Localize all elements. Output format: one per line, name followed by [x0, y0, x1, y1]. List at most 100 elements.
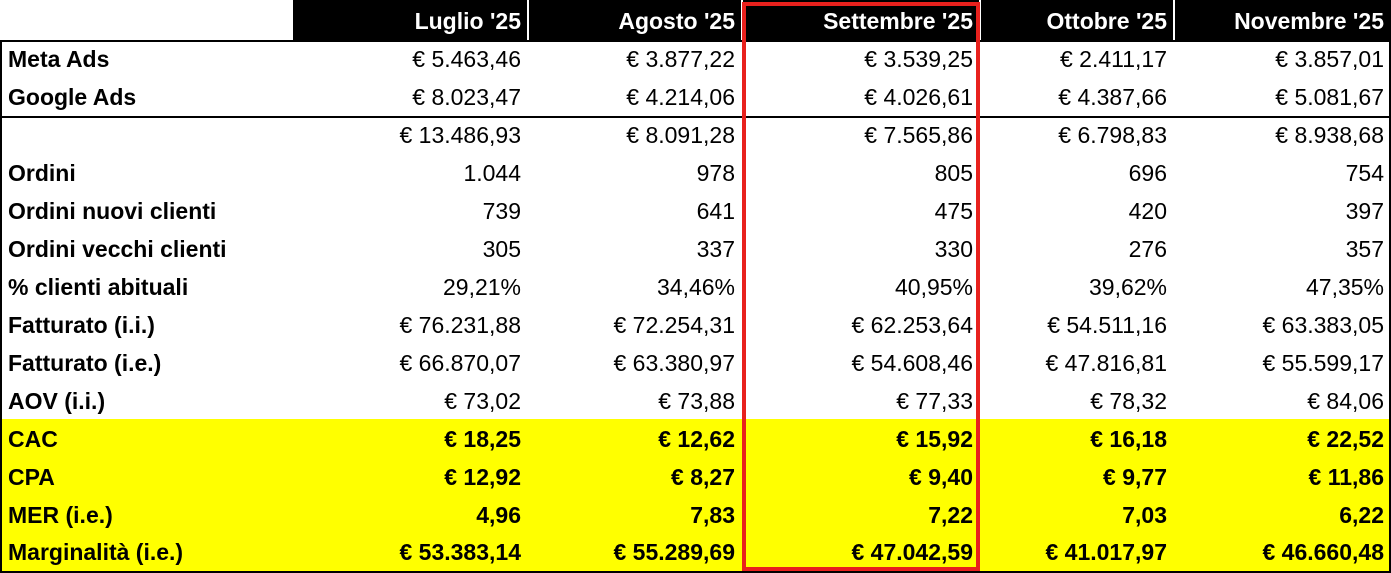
table-cell[interactable]: € 4.026,61	[864, 84, 973, 110]
row-label[interactable]: Marginalità (i.e.)	[8, 539, 184, 565]
row-label[interactable]: Google Ads	[8, 84, 137, 110]
table-cell[interactable]: 305	[482, 236, 521, 262]
table-cell[interactable]: 7,03	[1122, 502, 1167, 528]
header-bar	[293, 0, 1391, 40]
table-cell[interactable]: € 5.081,67	[1275, 84, 1384, 110]
table-cell[interactable]: 6,22	[1339, 502, 1384, 528]
table-cell[interactable]: € 77,33	[896, 388, 973, 414]
table-cell[interactable]: € 5.463,46	[412, 46, 521, 72]
row-label[interactable]: CAC	[8, 426, 58, 452]
table-cell[interactable]: 754	[1345, 160, 1384, 186]
table-cell[interactable]: € 63.380,97	[613, 350, 735, 376]
header-divider	[1173, 0, 1175, 40]
row-label[interactable]: Ordini vecchi clienti	[8, 236, 227, 262]
table-cell[interactable]: € 15,92	[896, 426, 973, 452]
table-cell[interactable]: 29,21%	[442, 274, 521, 300]
column-header-1[interactable]: Luglio '25	[414, 8, 521, 34]
table-cell[interactable]: € 47.816,81	[1045, 350, 1167, 376]
table-cell[interactable]: € 9,40	[909, 464, 973, 490]
table-row: MER (i.e.) 4,96 7,83 7,22 7,03 6,22	[0, 496, 1391, 534]
row-label[interactable]: CPA	[8, 464, 55, 490]
table-cell[interactable]: € 13.486,93	[399, 122, 521, 148]
table-cell[interactable]: € 8.938,68	[1275, 122, 1384, 148]
table-row: CAC € 18,25 € 12,62 € 15,92 € 16,18 € 22…	[0, 420, 1391, 458]
table-cell[interactable]: 7,83	[690, 502, 735, 528]
kpi-highlight-band	[0, 419, 1391, 573]
table-row: Ordini nuovi clienti 739 641 475 420 397	[0, 192, 1391, 230]
table-cell[interactable]: € 3.857,01	[1275, 46, 1384, 72]
table-cell[interactable]: 696	[1128, 160, 1167, 186]
column-header-2[interactable]: Agosto '25	[618, 8, 735, 34]
table-cell[interactable]: € 16,18	[1090, 426, 1167, 452]
table-cell[interactable]: € 4.214,06	[626, 84, 735, 110]
table-cell[interactable]: € 55.599,17	[1262, 350, 1384, 376]
table-cell[interactable]: 475	[934, 198, 973, 224]
table-cell[interactable]: 34,46%	[656, 274, 735, 300]
table-cell[interactable]: € 73,02	[444, 388, 521, 414]
table-cell[interactable]: 337	[696, 236, 735, 262]
table-cell[interactable]: € 3.539,25	[864, 46, 973, 72]
table-cell[interactable]: € 12,62	[658, 426, 735, 452]
row-label[interactable]	[8, 116, 293, 154]
table-cell[interactable]: 357	[1345, 236, 1384, 262]
table-cell[interactable]: 4,96	[476, 502, 521, 528]
column-header-5[interactable]: Novembre '25	[1234, 8, 1384, 34]
table-cell[interactable]: € 22,52	[1307, 426, 1384, 452]
table-cell[interactable]: € 62.253,64	[851, 312, 973, 338]
table-cell[interactable]: € 73,88	[658, 388, 735, 414]
table-cell[interactable]: € 6.798,83	[1058, 122, 1167, 148]
table-row: Ordini 1.044 978 805 696 754	[0, 154, 1391, 192]
table-cell[interactable]: € 12,92	[444, 464, 521, 490]
table-cell[interactable]: 1.044	[463, 160, 521, 186]
table-cell[interactable]: € 53.383,14	[399, 539, 521, 565]
table-cell[interactable]: 47,35%	[1305, 274, 1384, 300]
row-label[interactable]: AOV (i.i.)	[8, 388, 106, 414]
table-cell[interactable]: € 4.387,66	[1058, 84, 1167, 110]
table-cell[interactable]: € 76.231,88	[399, 312, 521, 338]
table-cell[interactable]: € 11,86	[1308, 464, 1384, 490]
row-label[interactable]: Fatturato (i.i.)	[8, 312, 155, 338]
table-cell[interactable]: € 54.608,46	[851, 350, 973, 376]
row-label[interactable]: Ordini nuovi clienti	[8, 198, 217, 224]
table-cell[interactable]: 330	[934, 236, 973, 262]
table-cell[interactable]: € 41.017,97	[1045, 539, 1167, 565]
table-cell[interactable]: € 8.091,28	[626, 122, 735, 148]
table-cell[interactable]: 641	[696, 198, 735, 224]
row-label[interactable]: Fatturato (i.e.)	[8, 350, 162, 376]
table-cell[interactable]: € 7.565,86	[864, 122, 973, 148]
row-label[interactable]: % clienti abituali	[8, 274, 189, 300]
row-label[interactable]: Meta Ads	[8, 46, 110, 72]
table-cell[interactable]: € 78,32	[1090, 388, 1167, 414]
table-cell[interactable]: € 54.511,16	[1047, 312, 1167, 338]
column-header-3[interactable]: Settembre '25	[823, 8, 973, 34]
table-cell[interactable]: 39,62%	[1088, 274, 1167, 300]
table-cell[interactable]: 276	[1128, 236, 1167, 262]
table-cell[interactable]: € 47.042,59	[851, 539, 973, 565]
table-cell[interactable]: 739	[482, 198, 521, 224]
table-cell[interactable]: € 66.870,07	[399, 350, 521, 376]
row-label[interactable]: Ordini	[8, 160, 76, 186]
table-cell[interactable]: € 84,06	[1307, 388, 1384, 414]
table-cell[interactable]: € 2.411,17	[1059, 46, 1167, 72]
table-cell[interactable]: € 9,77	[1103, 464, 1167, 490]
table-cell[interactable]: € 46.660,48	[1262, 539, 1384, 565]
column-header-4[interactable]: Ottobre '25	[1046, 8, 1168, 34]
table-cell[interactable]: 978	[696, 160, 735, 186]
table-cell[interactable]: 7,22	[928, 502, 973, 528]
table-cell[interactable]: € 55.289,69	[613, 539, 735, 565]
table-cell[interactable]: € 8.023,47	[412, 84, 521, 110]
table-cell[interactable]: € 18,25	[444, 426, 521, 452]
table-cell[interactable]: 805	[934, 160, 973, 186]
row-label[interactable]: MER (i.e.)	[8, 502, 113, 528]
table-row: Marginalità (i.e.) € 53.383,14 € 55.289,…	[0, 533, 1391, 571]
selected-column-frame	[742, 2, 980, 571]
table-cell[interactable]: 40,95%	[894, 274, 973, 300]
table-cell[interactable]: € 8,27	[671, 464, 735, 490]
table-cell[interactable]: 397	[1345, 198, 1384, 224]
header-divider	[527, 0, 529, 40]
table-cell[interactable]: € 3.877,22	[626, 46, 735, 72]
header-divider	[979, 0, 981, 40]
table-cell[interactable]: € 63.383,05	[1262, 312, 1384, 338]
table-cell[interactable]: 420	[1128, 198, 1167, 224]
table-cell[interactable]: € 72.254,31	[613, 312, 735, 338]
